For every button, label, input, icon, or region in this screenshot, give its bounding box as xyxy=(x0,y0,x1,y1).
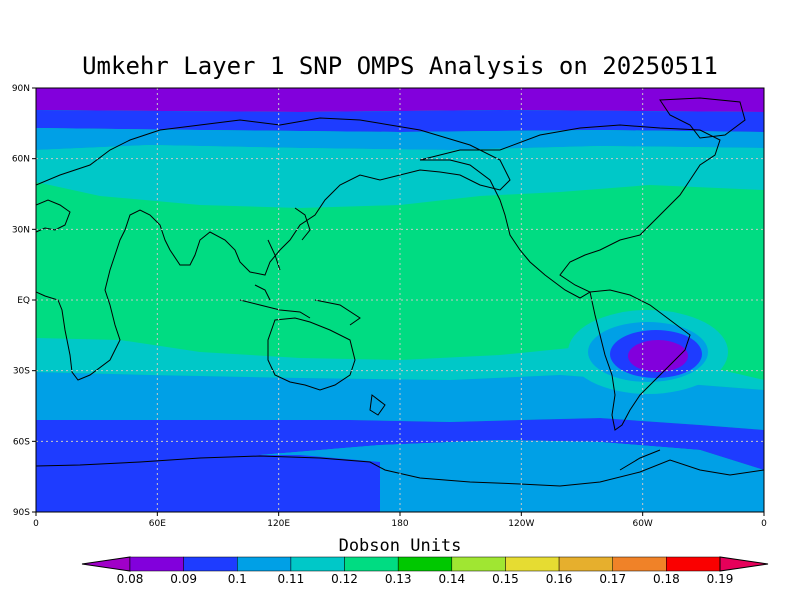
colorbar-swatch xyxy=(397,556,453,572)
colorbar-label: 0.1 xyxy=(228,572,247,586)
coast-japan xyxy=(294,207,311,241)
lat-label: 30N xyxy=(12,225,30,235)
colorbar-label: 0.15 xyxy=(492,572,519,586)
coast-new-zealand xyxy=(369,394,386,416)
lat-label: 90S xyxy=(13,508,30,518)
band-south-010 xyxy=(36,372,764,430)
coast-australia xyxy=(267,317,356,391)
coast-antarctica xyxy=(36,455,764,487)
lat-label: 30S xyxy=(13,367,30,377)
colorbar-min-arrow xyxy=(81,556,131,572)
colorbar-label: 0.11 xyxy=(278,572,305,586)
coast-north-america xyxy=(419,124,721,299)
map-title: Umkehr Layer 1 SNP OMPS Analysis on 2025… xyxy=(82,52,718,80)
lon-label: 180 xyxy=(391,519,408,529)
band-north-011 xyxy=(36,145,764,208)
colorbar-swatch xyxy=(237,556,292,572)
ozone-map xyxy=(36,88,764,512)
colorbar: 0.08 0.09 0.1 0.11 0.12 0.13 0.14 0.15 0.16 0.17 0… xyxy=(81,556,769,586)
colorbar-label: 0.13 xyxy=(385,572,412,586)
colorbar-swatch xyxy=(344,556,399,572)
colorbar-max-arrow xyxy=(719,556,769,572)
coast-new-guinea xyxy=(314,299,361,326)
coast-eurasia-africa xyxy=(36,117,511,381)
coast-borneo xyxy=(254,284,271,301)
lat-label: 90N xyxy=(12,84,30,94)
colorbar-label: 0.19 xyxy=(707,572,734,586)
coast-greenland xyxy=(659,97,746,139)
lon-label: 0 xyxy=(33,519,39,529)
colorbar-swatch xyxy=(505,556,560,572)
lat-label: 60N xyxy=(12,155,30,165)
colorbar-swatch xyxy=(558,556,613,572)
colorbar-swatch xyxy=(290,556,345,572)
colorbar-label: 0.16 xyxy=(546,572,573,586)
lon-label: 60W xyxy=(632,519,652,529)
colorbar-label: 0.17 xyxy=(599,572,626,586)
band-north-009 xyxy=(36,110,764,132)
colorbar-label: 0.12 xyxy=(331,572,358,586)
colorbar-label: 0.14 xyxy=(438,572,465,586)
coast-south-america xyxy=(589,289,691,431)
coast-mediterranean xyxy=(36,199,71,233)
band-antarctic-009 xyxy=(36,455,380,512)
lon-label: 120W xyxy=(508,519,534,529)
coast-indonesia xyxy=(239,299,311,319)
colorbar-swatch xyxy=(612,556,667,572)
colorbar-swatch xyxy=(183,556,238,572)
lat-label: 60S xyxy=(13,437,30,447)
colorbar-swatch xyxy=(666,556,721,572)
lon-label: 120E xyxy=(267,519,290,529)
colorbar-label: 0.08 xyxy=(117,572,144,586)
colorbar-swatch xyxy=(129,556,184,572)
lon-label: 60E xyxy=(149,519,166,529)
colorbar-label: 0.18 xyxy=(653,572,680,586)
coast-antarctic-peninsula xyxy=(619,449,661,471)
colorbar-title: Dobson Units xyxy=(338,536,462,556)
lon-label: 0 xyxy=(761,519,767,529)
lat-label: EQ xyxy=(17,296,30,306)
colorbar-swatch xyxy=(451,556,506,572)
colorbar-label: 0.09 xyxy=(170,572,197,586)
